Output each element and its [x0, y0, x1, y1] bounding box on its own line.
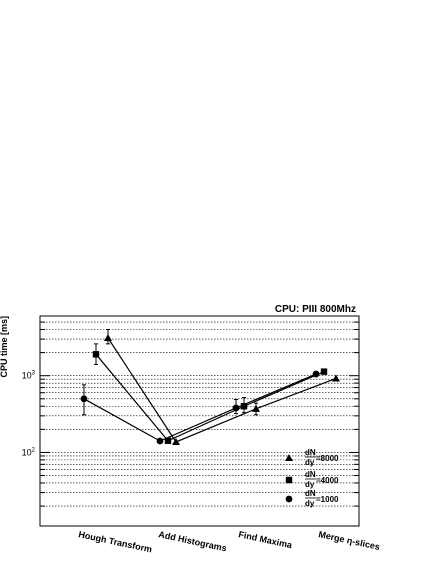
axis-ticks: [40, 315, 359, 507]
series-line: [83, 373, 317, 442]
y-tick-label: 103: [22, 371, 36, 381]
plot-frame: [39, 315, 360, 527]
y-tick-label: 102: [22, 447, 36, 457]
x-category-label: Find Maxima: [238, 529, 294, 550]
legend-denominator: dy: [305, 480, 315, 489]
square-marker: [92, 351, 100, 358]
x-category-label: Add Histograms: [158, 529, 228, 553]
legend-denominator: dy: [305, 499, 315, 508]
square-marker: [320, 368, 328, 375]
triangle-marker: [252, 404, 260, 412]
triangle-marker: [104, 334, 112, 342]
y-tick-labels: 102 103: [22, 371, 36, 458]
square-marker: [285, 476, 293, 484]
series-triangle: [104, 329, 340, 445]
triangle-marker: [172, 437, 180, 445]
square-marker: [240, 403, 248, 410]
circle-marker: [285, 495, 293, 503]
series-square: [92, 343, 328, 444]
legend-value: =8000: [316, 454, 339, 463]
triangle-marker: [332, 374, 340, 382]
x-category-label: Hough Transform: [78, 529, 153, 554]
circle-marker: [312, 370, 320, 378]
circle-marker: [156, 437, 164, 445]
legend-numerator: dN: [305, 448, 316, 457]
x-category-label: Merge η-slices: [318, 529, 381, 552]
legend-denominator: dy: [305, 458, 315, 467]
triangle-marker: [285, 454, 293, 461]
square-marker: [164, 437, 172, 444]
y-axis-label: CPU time [ms]: [0, 316, 9, 378]
circle-marker: [232, 404, 240, 412]
series-line: [95, 353, 325, 442]
series-line: [107, 337, 337, 443]
series-circle: [80, 370, 320, 445]
series-layer: [80, 329, 340, 445]
grid-lines: [40, 315, 359, 507]
chart-title: CPU: PIII 800Mhz: [275, 304, 356, 315]
legend-numerator: dN: [305, 470, 316, 479]
legend-value: =4000: [316, 476, 339, 485]
x-category-labels: Hough Transform Add Histograms Find Maxima…: [78, 529, 381, 554]
legend-value: =1000: [316, 495, 339, 504]
circle-marker: [80, 395, 88, 403]
legend-numerator: dN: [305, 489, 316, 498]
